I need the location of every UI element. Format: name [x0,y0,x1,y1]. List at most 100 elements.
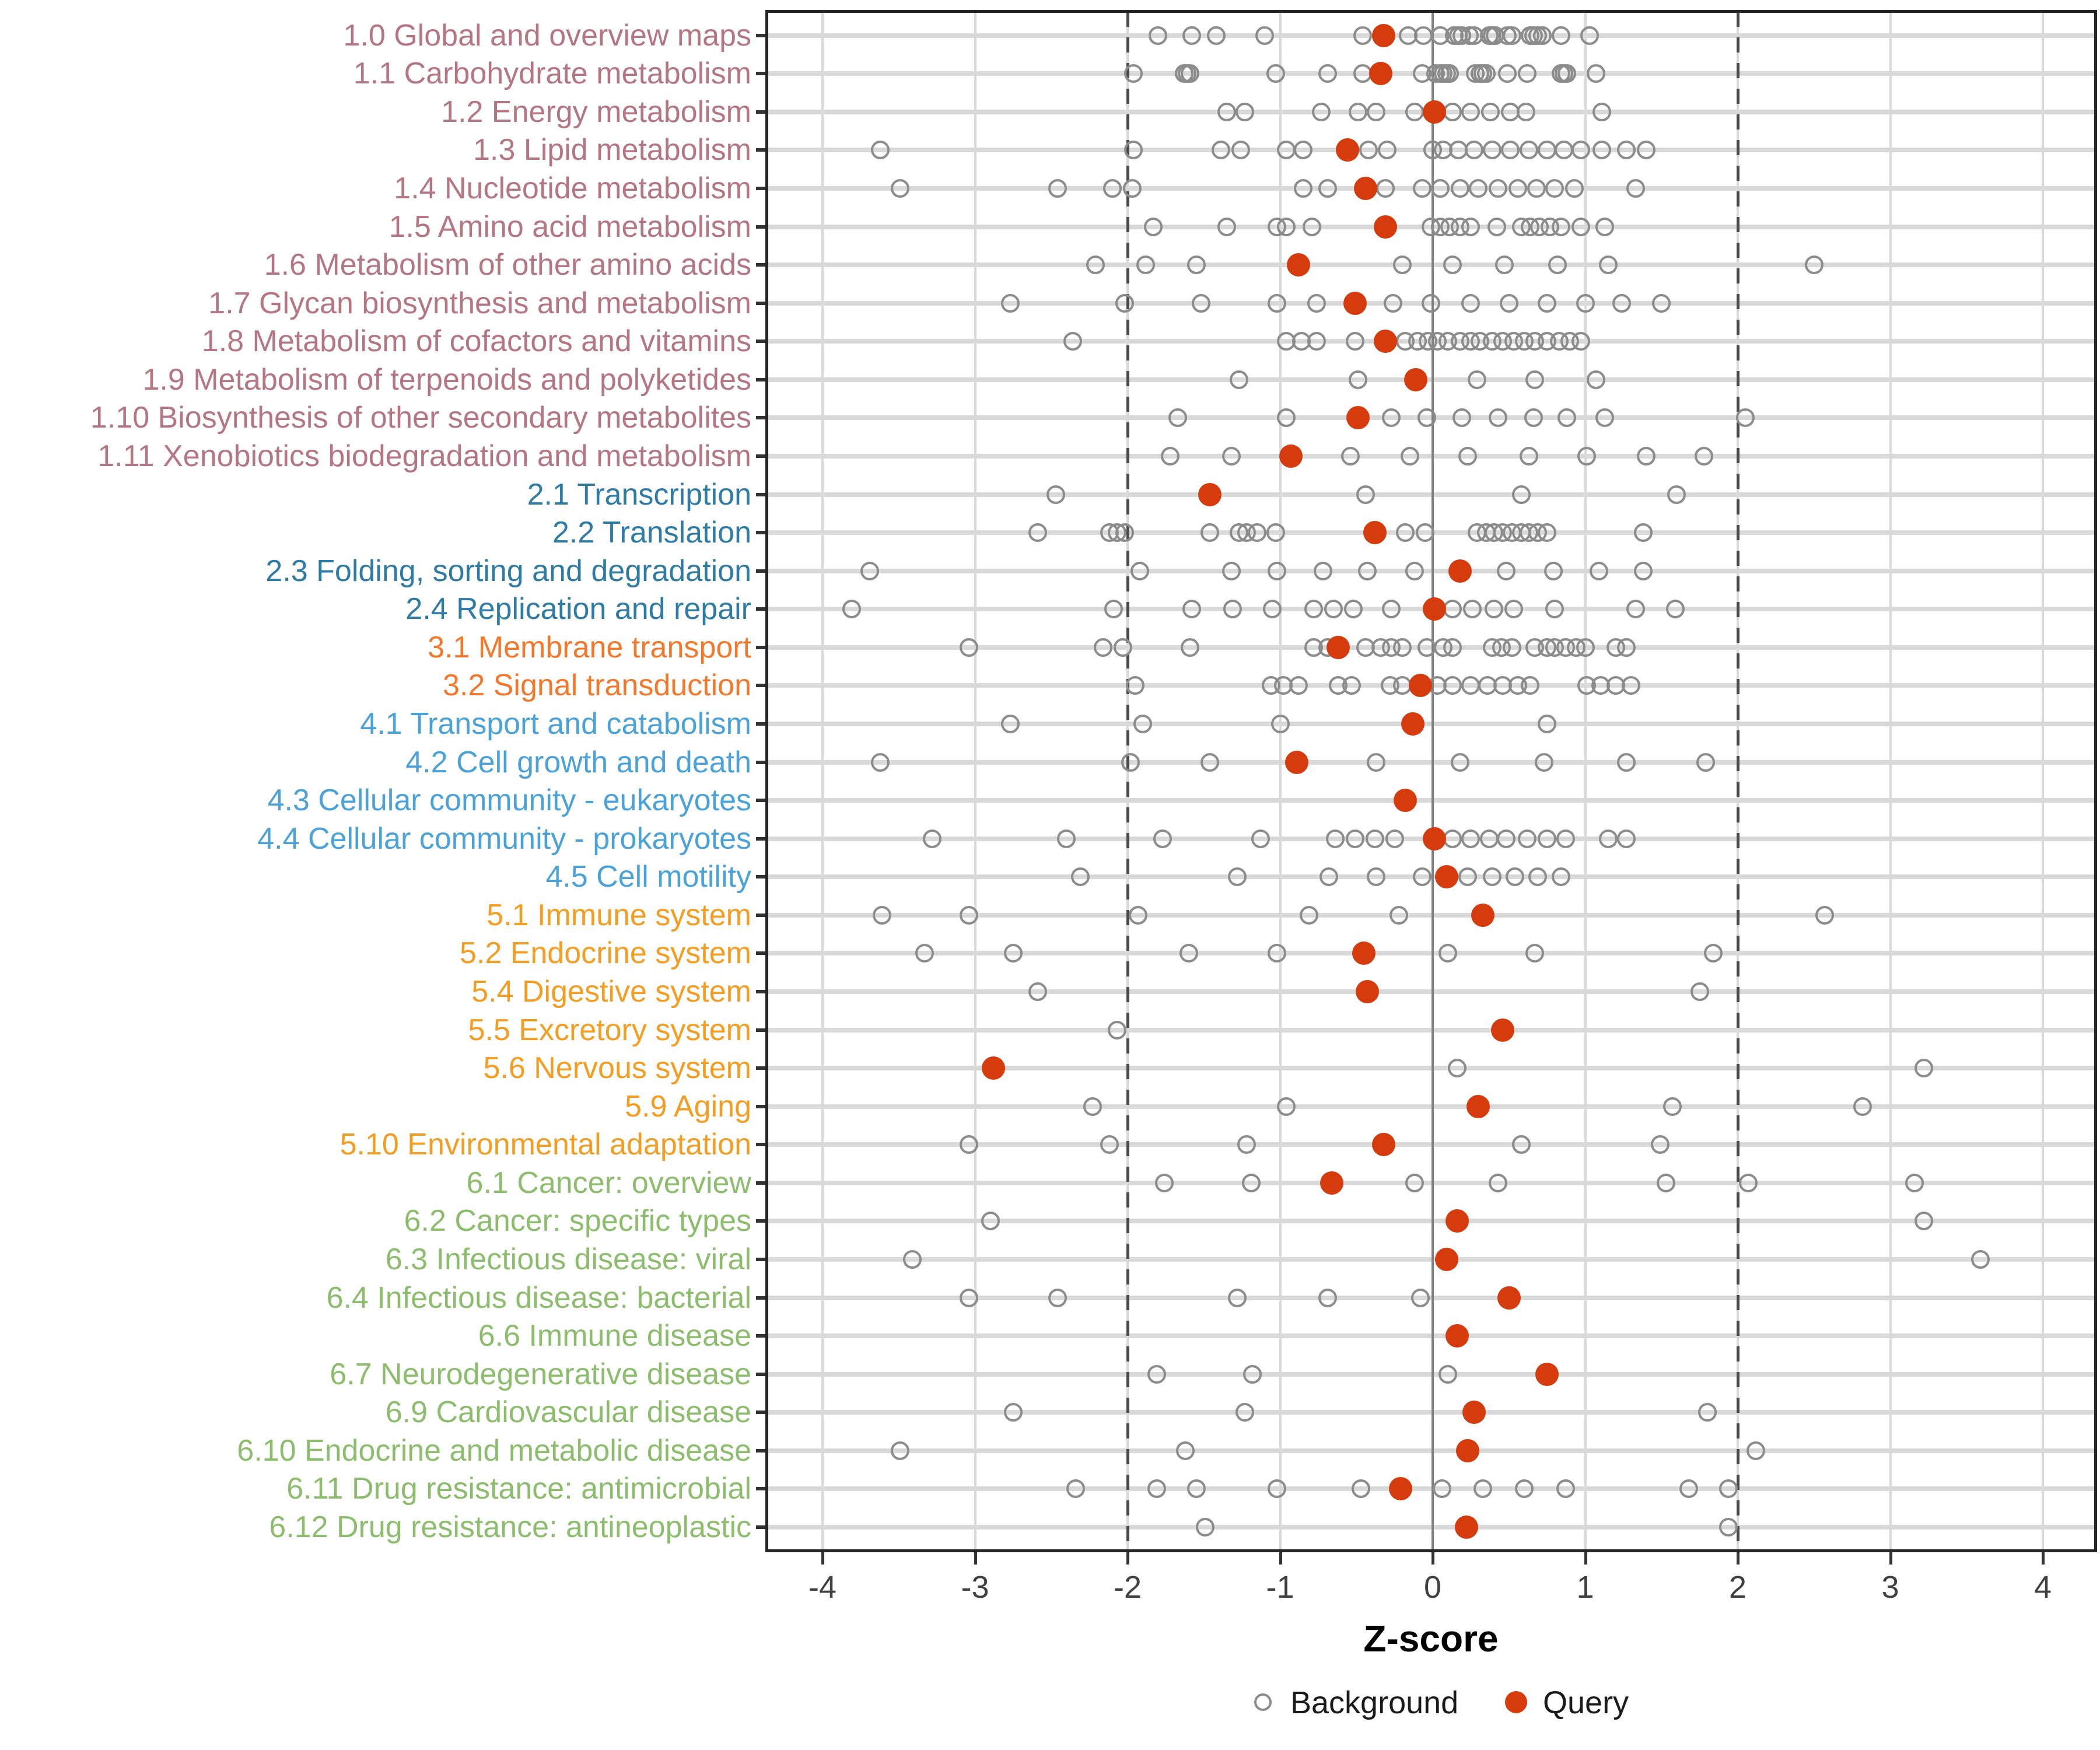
y-axis-tick [756,645,766,649]
background-point [1461,217,1480,236]
background-point [1695,446,1714,466]
background-point [981,1212,1000,1231]
row-gridline [766,1448,2095,1453]
background-point [1464,141,1483,160]
background-point [1815,905,1835,925]
y-axis-category-label: 2.1 Transcription [527,477,751,512]
x-axis-tick-label: 1 [1576,1570,1594,1605]
background-point [1318,64,1337,83]
y-axis-category-label: 2.3 Folding, sorting and degradation [265,554,751,588]
background-point [1502,638,1521,657]
row-gridline [766,1180,2095,1185]
background-point [1527,178,1546,198]
y-axis-category-label: 2.2 Translation [552,516,751,550]
background-point [1270,714,1290,733]
background-point [1237,1135,1256,1154]
background-point [1804,256,1824,275]
background-point [1617,829,1636,848]
y-axis-tick [756,1487,766,1491]
y-axis-tick [756,989,766,993]
background-point [1324,600,1343,619]
background-point [1538,523,1557,542]
background-point [1222,446,1241,466]
x-axis-tick-label: 0 [1423,1570,1442,1605]
background-point [1571,217,1590,236]
background-point [860,561,880,580]
y-axis-tick [756,1296,766,1300]
query-point [1352,942,1376,965]
background-point [1367,102,1386,121]
query-point [1343,291,1367,315]
x-axis-tick [974,1550,977,1564]
background-point [1447,1059,1466,1078]
y-axis-tick [756,148,766,152]
background-point [1612,293,1632,313]
threshold-dashed-line [1126,12,1129,1550]
background-point [1217,102,1236,121]
background-point [1356,485,1375,504]
background-point [872,905,891,925]
background-point [1551,26,1570,45]
x-axis-tick [1432,1550,1434,1564]
background-point [1124,141,1143,160]
background-point [1576,638,1595,657]
background-point [1359,141,1378,160]
background-point [1236,1403,1255,1422]
y-axis-category-label: 6.2 Cancer: specific types [404,1204,751,1238]
background-point [1598,829,1618,848]
query-point [1454,1515,1478,1539]
background-point [1200,523,1220,542]
background-point [1519,446,1538,466]
y-axis-tick [756,1143,766,1147]
background-point [1153,829,1172,848]
background-point [1181,638,1200,657]
y-axis-category-label: 1.10 Biosynthesis of other secondary met… [90,401,751,435]
background-point [1548,256,1567,275]
query-point [1448,559,1472,583]
background-point [1719,1517,1738,1536]
background-point [1293,178,1312,198]
y-axis-tick [756,836,766,841]
background-point [1617,752,1636,772]
background-point [1251,829,1270,848]
x-axis-title: Z-score [1363,1618,1499,1660]
background-point [1633,561,1653,580]
x-axis-tick [1584,1550,1587,1564]
background-point [1405,561,1424,580]
x-axis-tick [2042,1550,2045,1564]
query-point [981,1056,1005,1080]
background-point [1133,714,1153,733]
background-point [1565,178,1584,198]
background-point [1528,867,1548,887]
x-gridline [2042,12,2044,1550]
query-point [1445,1209,1469,1233]
x-axis-tick-label: 2 [1728,1570,1747,1605]
background-point [1474,1479,1493,1499]
background-point [1129,905,1148,925]
background-point [1498,64,1517,83]
background-point [1241,1173,1261,1192]
background-point [1504,600,1523,619]
background-point [960,638,979,657]
background-point [1440,64,1459,83]
background-point [1443,638,1462,657]
background-point [1206,26,1226,45]
row-gridline [766,1142,2095,1147]
background-point [1320,867,1339,887]
background-point [1481,102,1500,121]
x-axis-tick [1279,1550,1282,1564]
background-point [1028,523,1047,542]
background-point [1377,141,1396,160]
background-point [1083,1097,1102,1116]
row-gridline [766,912,2095,918]
background-point [1186,1479,1206,1499]
background-point [1414,26,1433,45]
background-point [1149,26,1168,45]
background-point [1461,676,1480,695]
background-point [1122,178,1142,198]
background-point [1231,141,1250,160]
background-point [1348,102,1367,121]
background-point [1650,1135,1670,1154]
background-point [1236,102,1255,121]
